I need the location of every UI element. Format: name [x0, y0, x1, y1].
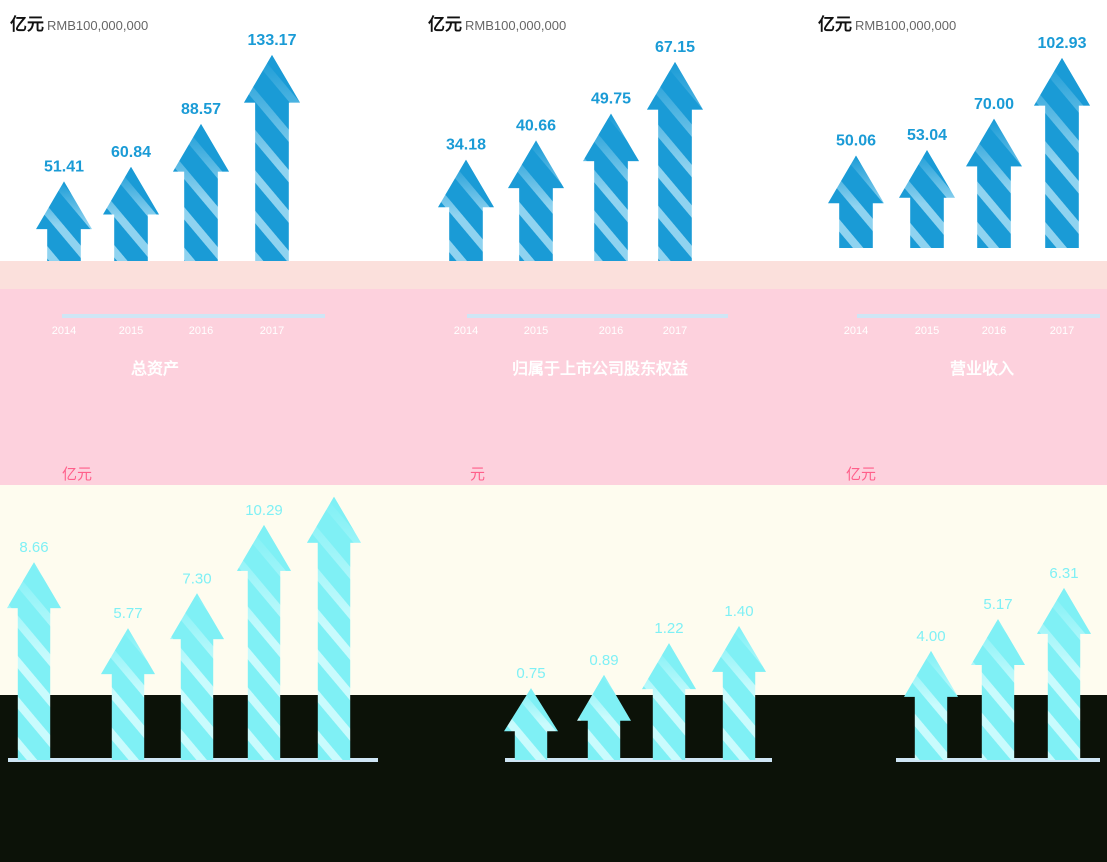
data-label: 40.66: [516, 118, 556, 135]
bar-arrow-shade: [712, 626, 766, 760]
bar-arrow-shade: [36, 181, 92, 261]
data-label: 4.00: [916, 628, 945, 645]
data-label: 6.31: [1049, 565, 1078, 582]
data-label: 8.66: [19, 539, 48, 556]
unit-label: 元: [470, 466, 486, 483]
tick-label: 2015: [119, 325, 143, 337]
bar-arrow-shade: [904, 650, 958, 760]
bar-arrow-shade: [307, 496, 361, 760]
tick-label: 2017: [663, 325, 687, 337]
data-label: 10.29: [245, 502, 283, 519]
bar-arrow-shade: [899, 150, 955, 248]
bar-arrow-shade: [577, 674, 631, 760]
bar-arrow-shade: [966, 118, 1022, 248]
bar-arrow-shade: [103, 166, 159, 261]
data-label: 0.75: [516, 665, 545, 682]
tick-label: 2017: [1050, 325, 1074, 337]
unit-label: 亿元 RMB100,000,000: [818, 15, 957, 34]
data-label: 133.17: [248, 32, 297, 49]
bar-arrow-shade: [971, 619, 1025, 760]
tick-label: 2016: [982, 325, 1006, 337]
data-label: 70.00: [974, 96, 1014, 113]
tick-label: 2016: [599, 325, 623, 337]
bar-arrow-shade: [438, 159, 494, 261]
bar-arrow-shade: [508, 140, 564, 261]
bar-arrow-shade: [1037, 588, 1091, 760]
tick-label: 2017: [260, 325, 284, 337]
data-label: 51.41: [44, 158, 84, 175]
data-label: 53.04: [907, 127, 947, 144]
chart-title: 营业收入: [949, 361, 1014, 378]
data-label: 7.30: [182, 570, 211, 587]
bar-arrow-shade: [828, 155, 884, 248]
data-label: 50.06: [836, 133, 876, 150]
bar-arrow-shade: [237, 525, 291, 760]
chart-title: 归属于上市公司股东权益: [511, 361, 688, 378]
data-label: 5.77: [113, 605, 142, 622]
data-label: 1.40: [724, 603, 753, 620]
bar-arrow-shade: [170, 593, 224, 760]
data-label: 88.57: [181, 101, 221, 118]
bar-arrow-shade: [1034, 58, 1090, 248]
bar-arrow-shade: [504, 688, 558, 760]
bar-arrow-shade: [244, 55, 300, 261]
unit-label: 亿元 RMB100,000,000: [10, 15, 149, 34]
bar-arrow-shade: [642, 643, 696, 760]
bar-arrow-shade: [647, 62, 703, 261]
bar-arrow-shade: [7, 562, 61, 760]
background-band: [0, 289, 1107, 485]
data-label: 102.93: [1038, 35, 1087, 52]
tick-label: 2014: [844, 325, 868, 337]
unit-label: 亿元 RMB100,000,000: [428, 15, 567, 34]
tick-label: 2015: [915, 325, 939, 337]
data-label: 60.84: [111, 144, 151, 161]
data-label: 49.75: [591, 91, 631, 108]
background-band: [0, 261, 1107, 289]
bar-arrow-shade: [583, 113, 639, 261]
bar-arrow-shade: [173, 123, 229, 261]
data-label: 67.15: [655, 39, 695, 56]
tick-label: 2014: [52, 325, 76, 337]
unit-label: 亿元: [62, 466, 93, 483]
unit-label: 亿元: [846, 466, 877, 483]
data-label: 0.89: [589, 652, 618, 669]
bar-arrow-shade: [101, 628, 155, 760]
data-label: 1.22: [654, 620, 683, 637]
chart-title: 总资产: [130, 361, 179, 378]
tick-label: 2015: [524, 325, 548, 337]
data-label: 34.18: [446, 137, 486, 154]
tick-label: 2014: [454, 325, 478, 337]
tick-label: 2016: [189, 325, 213, 337]
data-label: 5.17: [983, 596, 1012, 613]
